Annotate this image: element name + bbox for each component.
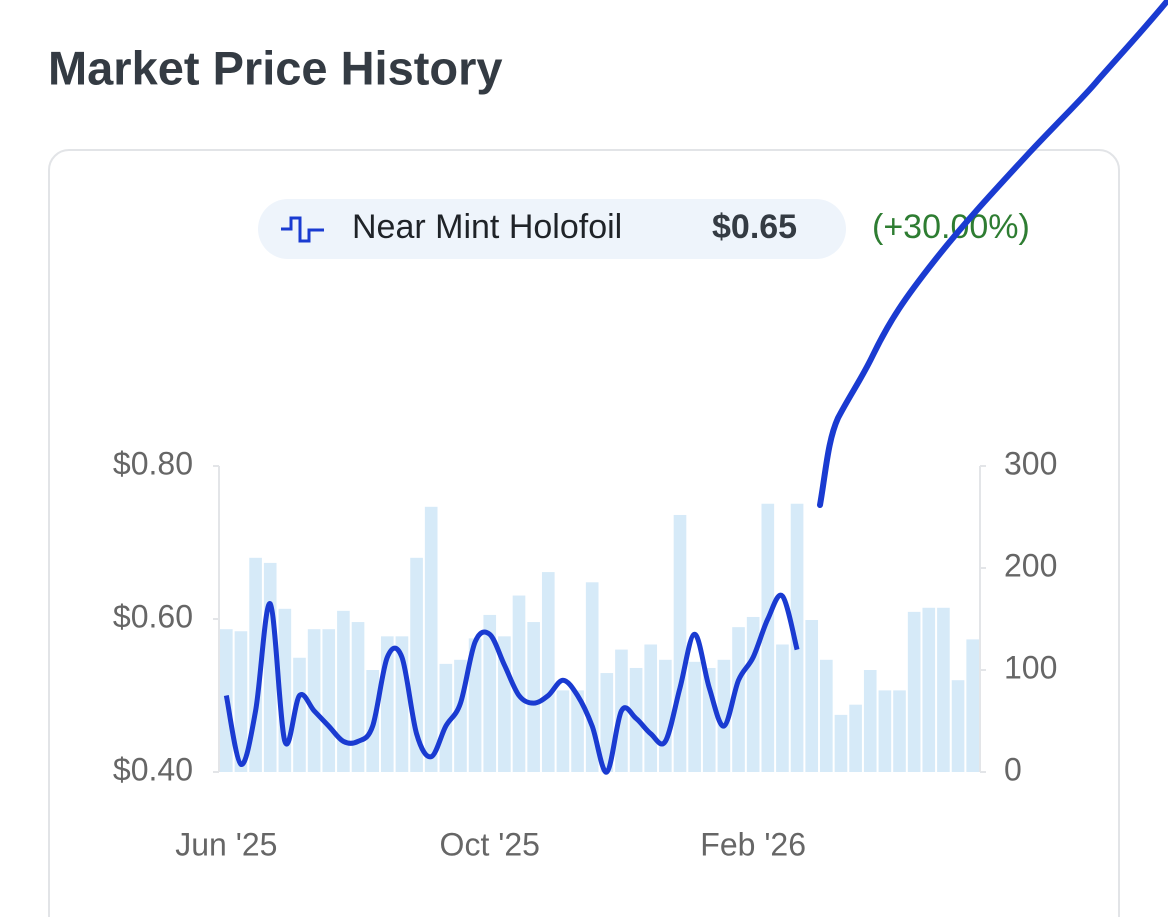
volume-bar [541,572,555,772]
y-tick-label: $0.60 [113,598,193,634]
price-line [223,592,800,775]
volume-bar [468,638,482,772]
x-tick-label: Jun '25 [175,826,277,862]
drawn-annotation [817,0,1168,508]
card [48,149,1120,917]
x-tick-label: Oct '25 [440,826,540,862]
volume-bar [688,661,701,772]
volume-bar [951,680,965,772]
volume-bar [834,714,848,772]
volume-bar [337,610,350,772]
y-tick-label: $0.40 [113,751,193,787]
volume-bar [556,690,570,772]
chart-title: Market Price History [48,41,503,94]
y2-tick-label: 300 [1004,445,1057,481]
volume-bar [263,562,277,772]
legend-price: $0.65 [712,208,797,246]
volume-bar [644,644,658,772]
volume-bar [234,631,248,772]
plot: $0.40 $0.60 $0.80 0 100 200 300 Jun '25 Oct '25 F… [113,445,1057,862]
volume-bar [424,506,438,772]
volume-bar [673,514,687,772]
volume-bar [483,614,497,772]
volume-bar [439,663,453,772]
volume-bar [732,627,745,772]
volume-bar [307,629,321,772]
y-tick-label: $0.80 [113,445,193,481]
volume-bar [863,670,877,772]
volume-bar [849,704,862,772]
y2-tick-label: 200 [1004,547,1057,583]
volume-bar [776,644,789,772]
volume-bar [820,659,833,772]
y2-tick-label: 100 [1004,649,1057,685]
volume-bar [966,639,979,772]
volume-bar [761,503,775,772]
volume-bar [805,620,819,772]
legend-icon [281,216,324,243]
volume-bar [351,622,365,772]
volume-bar [659,659,672,772]
x-tick-label: Feb '26 [700,826,806,862]
volume-bar [293,657,306,772]
legend-label: Near Mint Holofoil [352,208,622,246]
volume-bar [893,690,906,772]
volume-bar [512,595,526,772]
volume-bar [922,607,936,772]
volume-bar [600,673,614,772]
volume-bar [937,607,950,772]
volume-bar [790,503,804,772]
volume-bar [878,690,892,772]
legend-pill[interactable] [258,199,846,259]
volume-bar [527,622,540,772]
volume-bar [717,659,731,772]
volume-bar [571,690,584,772]
volume-bar [907,611,921,772]
volume-bar [322,629,336,772]
y2-tick-label: 0 [1004,751,1022,787]
